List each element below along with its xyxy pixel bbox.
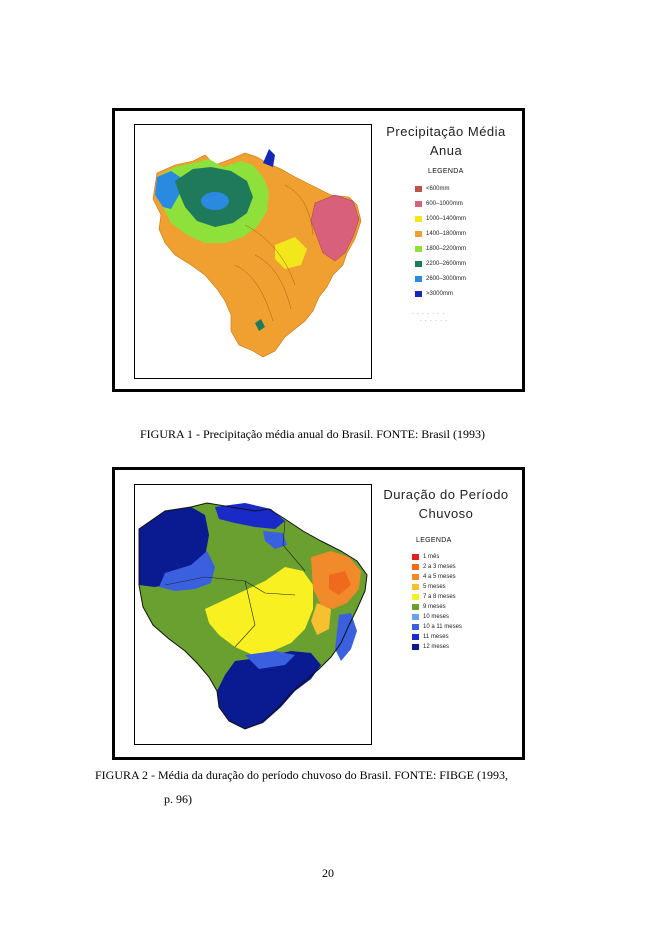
figure-1-legend-label: 1800–2200mm xyxy=(426,245,467,252)
figure-2-legend-item: 2 a 3 meses xyxy=(412,562,456,571)
figure-1-legend-label: 2200–2600mm xyxy=(426,260,467,267)
figure-2-legend-swatch xyxy=(412,583,419,590)
figure-1-legend-label: >3000mm xyxy=(426,290,453,297)
figure-1-legend-title: LEGENDA xyxy=(428,168,464,175)
figure-1-legend-swatch xyxy=(415,245,422,252)
figure-2-legend-swatch xyxy=(412,623,419,630)
figure-2-legend-item: 9 meses xyxy=(412,602,446,611)
figure-1-map-title: Precipitação Média Anua xyxy=(376,122,516,160)
figure-1-map-title-line-2: Anua xyxy=(429,143,463,158)
figure-2-legend-item: 12 meses xyxy=(412,642,449,651)
figure-2-legend-title: LEGENDA xyxy=(416,537,452,544)
figure-1-legend-label: <600mm xyxy=(426,185,450,192)
figure-2-legend-item: 10 a 11 meses xyxy=(412,622,462,631)
figure-1-legend-swatch xyxy=(415,200,422,207)
figure-1-legend-label: 600–1000mm xyxy=(426,200,463,207)
figure-2-map-title-line-1: Duração do Período xyxy=(383,487,509,502)
figure-1-legend-item: >3000mm xyxy=(415,289,453,298)
figure-1-legend-swatch xyxy=(415,185,422,192)
figure-1-legend-label: 1400–1800mm xyxy=(426,230,467,237)
figure-2-map xyxy=(134,484,372,745)
figure-2-caption-line-1: FIGURA 2 - Média da duração do período c… xyxy=(95,768,508,782)
figure-2-legend-item: 4 a 5 meses xyxy=(412,572,456,581)
figure-1-legend-item: 1400–1800mm xyxy=(415,229,466,238)
figure-2-map-title: Duração do Período Chuvoso xyxy=(376,485,516,523)
figure-2-legend-label: 11 meses xyxy=(423,633,449,640)
figure-2-legend-swatch xyxy=(412,613,419,620)
figure-1-legend-item: 2600–3000mm xyxy=(415,274,466,283)
figure-2-map-title-line-2: Chuvoso xyxy=(418,506,474,521)
figure-2-legend-label: 10 a 11 meses xyxy=(423,623,462,630)
figure-2-legend-label: 10 meses xyxy=(423,613,450,620)
figure-1-legend-item: 1800–2200mm xyxy=(415,244,466,253)
precipitation-map xyxy=(152,149,362,358)
figure-2-legend-label: 2 a 3 meses xyxy=(423,563,456,570)
figure-1-legend-item: 1000–1400mm xyxy=(415,214,466,223)
rainy-season-map xyxy=(138,502,368,730)
figure-2-legend-label: 4 a 5 meses xyxy=(423,573,456,580)
page-number: 20 xyxy=(322,866,334,880)
figure-1-legend-swatch xyxy=(415,215,422,222)
figure-1-legend-label: 2600–3000mm xyxy=(426,275,467,282)
figure-2-legend-label: 5 meses xyxy=(423,583,446,590)
figure-1-legend-item: 600–1000mm xyxy=(415,199,463,208)
figure-2-legend-label: 1 mês xyxy=(423,553,440,560)
figure-1-legend-swatch xyxy=(415,275,422,282)
figure-2-legend-item: 1 mês xyxy=(412,552,439,561)
figure-2-legend-swatch xyxy=(412,573,419,580)
figure-1-legend-label: 1000–1400mm xyxy=(426,215,467,222)
figure-2-legend-label: 9 meses xyxy=(423,603,446,610)
figure-1-legend-swatch xyxy=(415,260,422,267)
figure-2-legend-item: 11 meses xyxy=(412,632,449,641)
figure-2-legend-item: 7 a 8 meses xyxy=(412,592,456,601)
figure-2-legend-swatch xyxy=(412,593,419,600)
figure-1-map-source-note: · · · · · · · · · · · · · xyxy=(412,311,448,324)
figure-2-legend-item: 10 meses xyxy=(412,612,449,621)
figure-1-caption: FIGURA 1 - Precipitação média anual do B… xyxy=(140,427,485,441)
figure-1-legend-swatch xyxy=(415,230,422,237)
figure-1-map xyxy=(134,124,372,379)
figure-2-legend-swatch xyxy=(412,563,419,570)
figure-2-legend-swatch xyxy=(412,553,419,560)
figure-2-caption-line-2: p. 96) xyxy=(164,792,192,806)
figure-1-legend-item: 2200–2600mm xyxy=(415,259,466,268)
figure-2-legend-swatch xyxy=(412,603,419,610)
figure-2-legend-label: 7 a 8 meses xyxy=(423,593,456,600)
figure-1-legend-item: <600mm xyxy=(415,184,450,193)
figure-2-legend-swatch xyxy=(412,643,419,650)
figure-1-legend-swatch xyxy=(415,290,422,297)
figure-1-map-title-line-1: Precipitação Média xyxy=(386,124,506,139)
figure-2-legend-label: 12 meses xyxy=(423,643,450,650)
figure-2-legend-item: 5 meses xyxy=(412,582,446,591)
figure-2-legend-swatch xyxy=(412,633,419,640)
